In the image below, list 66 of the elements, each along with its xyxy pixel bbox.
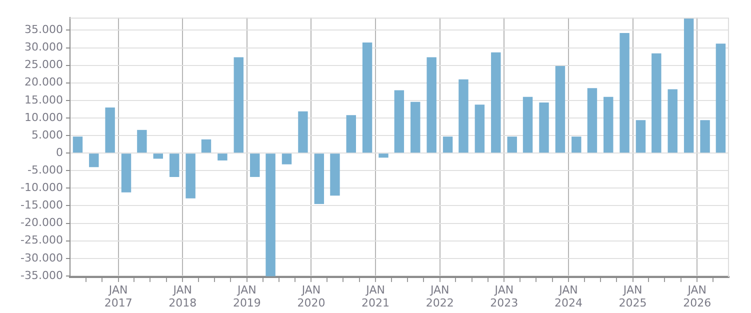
bar: [346, 115, 356, 153]
y-tick-label: 5.000: [32, 128, 63, 142]
y-tick-label: -20.000: [20, 216, 63, 230]
bar: [250, 154, 260, 177]
bar: [442, 136, 453, 153]
y-tick-label: -35.000: [20, 268, 63, 282]
x-tick-label: JAN 2024: [554, 283, 582, 310]
bar: [539, 102, 549, 153]
bar: [636, 120, 646, 153]
bar: [362, 42, 372, 153]
y-tick-label: -30.000: [20, 251, 63, 264]
bar: [426, 57, 436, 153]
y-tick-label: 15.000: [24, 93, 63, 106]
bar: [298, 111, 308, 153]
x-tick-label: JAN 2019: [232, 283, 261, 310]
y-tick-label: 25.000: [24, 58, 63, 72]
bar: [378, 154, 388, 158]
x-tick-label: JAN 2020: [297, 283, 326, 310]
x-tick-label: JAN 2022: [426, 283, 454, 310]
bar: [121, 154, 132, 192]
bar: [282, 154, 292, 164]
bar: [522, 96, 533, 153]
bar: [394, 90, 404, 153]
bar: [507, 136, 517, 153]
bar: [620, 33, 630, 153]
bar: [314, 154, 324, 204]
bar: [169, 154, 180, 177]
y-tick-label: -10.000: [20, 181, 63, 194]
x-tick-label: JAN 2023: [490, 283, 518, 310]
bar: [555, 66, 566, 153]
y-tick-label: 20.000: [24, 76, 63, 89]
bar: [137, 130, 147, 153]
bar: [266, 154, 276, 276]
bar: [186, 154, 196, 198]
y-tick-label: 35.000: [24, 23, 63, 36]
x-tick-label: JAN 2018: [168, 283, 197, 310]
y-tick-label: 10.000: [24, 110, 63, 124]
bar: [604, 96, 614, 153]
bar: [234, 57, 244, 153]
bar: [572, 136, 582, 153]
bar: [72, 136, 83, 153]
bar: [105, 107, 115, 153]
bar: [668, 89, 678, 153]
bar: [652, 53, 662, 153]
bar: [330, 154, 340, 196]
x-tick-label: JAN 2021: [362, 283, 390, 310]
bar: [201, 139, 212, 153]
bar: [716, 44, 726, 153]
bar: [684, 18, 694, 153]
x-tick-label: JAN 2026: [683, 283, 712, 310]
y-tick-label: 0: [56, 146, 63, 159]
y-tick-label: -25.000: [20, 234, 63, 247]
bar: [700, 120, 710, 153]
x-tick-label: JAN 2025: [618, 283, 647, 310]
y-tick-label: 30.000: [24, 40, 63, 54]
y-tick-label: -15.000: [20, 198, 63, 212]
bar: [410, 102, 420, 153]
bar: [458, 79, 468, 153]
bar: [587, 88, 598, 153]
bar: [474, 104, 485, 153]
bar: [89, 154, 99, 168]
bar: [218, 154, 228, 160]
bar: [491, 52, 501, 153]
y-tick-label: -5.000: [28, 164, 63, 176]
x-tick-label: JAN 2017: [104, 283, 132, 310]
bar: [153, 154, 163, 159]
